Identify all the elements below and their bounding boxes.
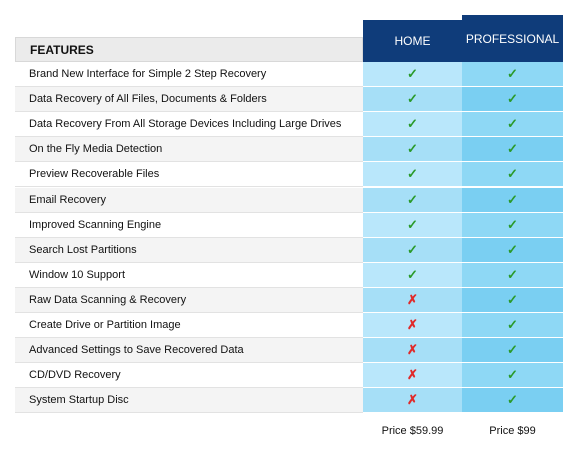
feature-name: Window 10 Support [15,262,363,288]
home-status: ✗ [363,388,462,414]
professional-status: ✓ [462,137,563,163]
home-status: ✗ [363,313,462,339]
home-status: ✗ [363,363,462,389]
home-status: ✓ [363,87,462,113]
professional-status: ✓ [462,237,563,263]
professional-price: Price $99 [489,425,536,437]
feature-name: Preview Recoverable Files [15,162,363,188]
features-header: FEATURES [15,37,363,62]
feature-name: Search Lost Partitions [15,237,363,263]
professional-status: ✓ [462,287,563,313]
feature-name: Brand New Interface for Simple 2 Step Re… [15,62,363,88]
professional-status: ✓ [462,162,563,188]
professional-status: ✓ [462,187,563,213]
home-status: ✓ [363,162,462,188]
feature-name: Data Recovery of All Files, Documents & … [15,87,363,113]
home-status: ✓ [363,212,462,238]
professional-status: ✓ [462,313,563,339]
feature-name: Improved Scanning Engine [15,212,363,238]
feature-name: Advanced Settings to Save Recovered Data [15,338,363,364]
home-status: ✓ [363,62,462,88]
home-status: ✗ [363,338,462,364]
feature-name: Data Recovery From All Storage Devices I… [15,112,363,138]
home-status: ✓ [363,187,462,213]
feature-name: Email Recovery [15,187,363,213]
feature-name: CD/DVD Recovery [15,363,363,389]
home-price: Price $59.99 [381,425,444,437]
professional-status: ✓ [462,112,563,138]
professional-status: ✓ [462,363,563,389]
professional-status: ✓ [462,62,563,88]
feature-name: Create Drive or Partition Image [15,313,363,339]
feature-name: Raw Data Scanning & Recovery [15,287,363,313]
home-status: ✓ [363,262,462,288]
professional-status: ✓ [462,212,563,238]
home-status: ✗ [363,287,462,313]
home-status: ✓ [363,137,462,163]
home-status: ✓ [363,237,462,263]
feature-name: System Startup Disc [15,388,363,414]
professional-status: ✓ [462,262,563,288]
professional-status: ✓ [462,388,563,414]
home-status: ✓ [363,112,462,138]
feature-name: On the Fly Media Detection [15,137,363,163]
professional-status: ✓ [462,338,563,364]
professional-header: PROFESSIONAL [462,15,563,62]
home-header: HOME [363,20,462,62]
professional-status: ✓ [462,87,563,113]
